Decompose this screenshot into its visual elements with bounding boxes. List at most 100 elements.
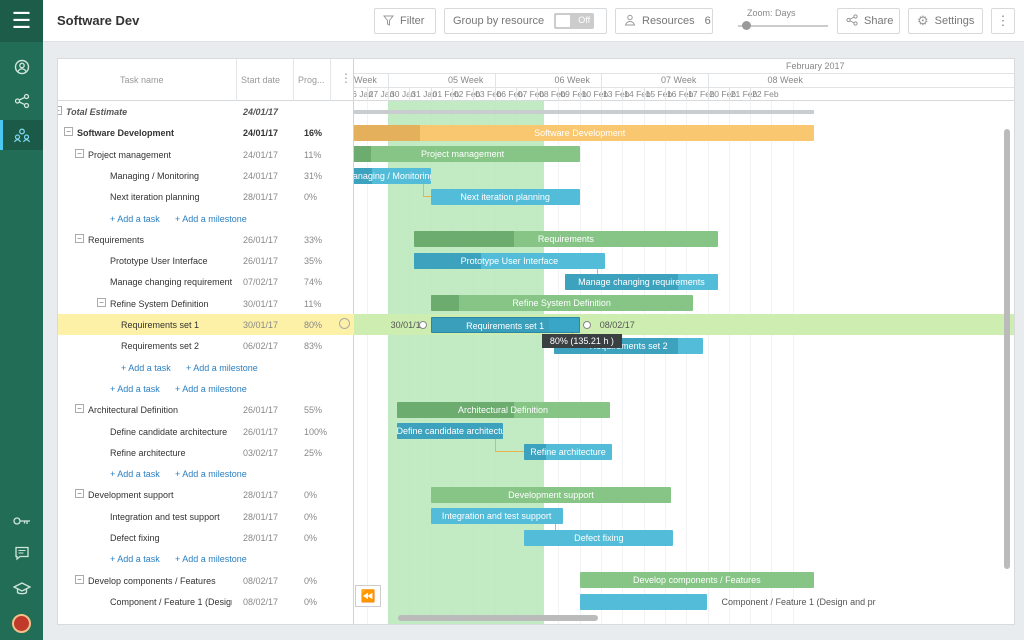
task-row[interactable]: Refine architecture 03/02/17 25%	[58, 442, 354, 463]
bar-progress[interactable]	[413, 231, 515, 248]
task-row[interactable]: −Total Estimate 24/01/17	[58, 101, 354, 122]
task-name[interactable]: Define candidate architecture	[110, 426, 228, 437]
share-network-icon[interactable]	[0, 86, 43, 116]
task-name[interactable]: Integration and test support	[110, 511, 220, 522]
task-name[interactable]: Prototype User Interface	[110, 256, 208, 267]
task-bar[interactable]: Defect fixing	[524, 529, 674, 546]
bar-progress[interactable]	[524, 444, 547, 461]
add-row[interactable]: + Add a task + Add a milestone	[58, 378, 354, 399]
add-milestone-link[interactable]: + Add a milestone	[175, 383, 247, 394]
task-bar[interactable]: Requirements	[413, 231, 719, 248]
collapse-toggle[interactable]: −	[75, 574, 84, 584]
bar-progress[interactable]	[354, 167, 372, 184]
add-task-link[interactable]: + Add a task	[110, 469, 160, 480]
task-bar[interactable]: Define candidate architecture	[396, 423, 504, 440]
add-milestone-link[interactable]: + Add a milestone	[175, 554, 247, 565]
task-name[interactable]: Development support	[88, 490, 174, 501]
task-bar[interactable]: Manage changing requirements	[564, 274, 719, 290]
collapse-toggle[interactable]: −	[75, 489, 84, 499]
scroll-back-button[interactable]: ⏪	[355, 585, 381, 607]
task-row[interactable]: Managing / Monitoring 24/01/17 31%	[58, 165, 354, 186]
zoom-thumb[interactable]	[742, 21, 751, 30]
task-bar[interactable]: Develop components / Features	[579, 572, 814, 589]
bar-progress[interactable]	[354, 124, 421, 141]
task-bar[interactable]: Architectural Definition	[396, 401, 610, 418]
key-icon[interactable]	[0, 506, 43, 536]
add-row[interactable]: + Add a task + Add a milestone	[58, 548, 354, 569]
task-row[interactable]: − Development support 28/01/17 0%	[58, 484, 354, 505]
group-toggle[interactable]: Off	[554, 13, 595, 29]
collapse-toggle[interactable]: −	[75, 233, 84, 243]
link-start-handle[interactable]	[418, 320, 427, 329]
dependency-link[interactable]	[495, 439, 525, 453]
add-task-link[interactable]: + Add a task	[121, 362, 171, 373]
settings-button[interactable]: ⚙ Settings	[908, 8, 983, 34]
graduation-cap-icon[interactable]	[0, 574, 43, 604]
account-icon[interactable]	[0, 52, 43, 82]
bar-progress[interactable]	[413, 252, 481, 269]
team-icon[interactable]	[0, 120, 43, 150]
dependency-link[interactable]	[422, 183, 431, 197]
task-name[interactable]: Project management	[88, 149, 172, 160]
add-milestone-link[interactable]: + Add a milestone	[175, 469, 247, 480]
collapse-toggle[interactable]: −	[97, 297, 106, 307]
task-bar[interactable]: Requirements set 1	[430, 316, 580, 333]
col-progress[interactable]: Prog...	[298, 75, 325, 85]
task-name[interactable]: Defect fixing	[110, 533, 160, 543]
task-name[interactable]: Managing / Monitoring	[110, 170, 200, 181]
task-row[interactable]: Requirements set 1 30/01/17 80%	[58, 314, 354, 336]
task-name[interactable]: Develop components / Features	[88, 575, 216, 586]
task-row[interactable]: Component / Feature 1 (Design and pr 08/0…	[58, 591, 354, 612]
assign-resource-icon[interactable]	[339, 318, 350, 329]
collapse-toggle[interactable]: −	[64, 127, 73, 137]
bar-progress[interactable]	[396, 423, 504, 440]
share-button[interactable]: Share	[837, 8, 900, 34]
task-bar[interactable]: Software Development	[354, 124, 814, 141]
task-name[interactable]: Total Estimate	[66, 107, 128, 117]
add-row[interactable]: + Add a task + Add a milestone	[58, 357, 354, 378]
task-row[interactable]: − Software Development 24/01/17 16%	[58, 122, 354, 143]
summary-bar[interactable]	[354, 109, 814, 114]
horizontal-scrollbar[interactable]	[398, 615, 598, 621]
task-row[interactable]: Prototype User Interface 26/01/17 35%	[58, 250, 354, 271]
link-end-handle[interactable]	[582, 320, 591, 329]
chat-icon[interactable]	[0, 538, 43, 568]
zoom-slider[interactable]: Zoom: Days	[738, 6, 828, 36]
task-row[interactable]: Defect fixing 28/01/17 0%	[58, 527, 354, 548]
add-task-link[interactable]: + Add a task	[110, 383, 160, 394]
vertical-scrollbar[interactable]	[1004, 129, 1010, 569]
resources-button[interactable]: Resources 6	[615, 8, 713, 34]
task-row[interactable]: Manage changing requirements 07/02/17 74%	[58, 271, 354, 292]
task-bar[interactable]	[579, 593, 708, 610]
task-bar[interactable]: Refine System Definition	[430, 295, 693, 312]
bar-progress[interactable]	[564, 274, 679, 290]
add-row[interactable]: + Add a task + Add a milestone	[58, 463, 354, 484]
collapse-toggle[interactable]: −	[58, 106, 62, 115]
add-milestone-link[interactable]: + Add a milestone	[186, 362, 258, 373]
timeline-body[interactable]: Software Development Project management Ma…	[354, 101, 1014, 624]
task-name[interactable]: Refine System Definition	[110, 298, 209, 309]
grid-menu-icon[interactable]: ⋮	[340, 71, 352, 85]
task-row[interactable]: Integration and test support 28/01/17 0%	[58, 506, 354, 527]
task-bar[interactable]: Integration and test support	[430, 508, 563, 525]
bar-progress[interactable]	[431, 317, 550, 332]
task-name[interactable]: Next iteration planning	[110, 192, 200, 203]
task-row[interactable]: − Project management 24/01/17 11%	[58, 144, 354, 165]
task-name[interactable]: Component / Feature 1 (Design and pr	[110, 596, 232, 607]
col-start-date[interactable]: Start date	[241, 75, 281, 85]
task-name[interactable]: Software Development	[77, 128, 175, 139]
task-bar[interactable]: Project management	[354, 146, 580, 163]
bar-progress[interactable]	[396, 401, 514, 418]
task-bar[interactable]: Managing / Monitoring	[354, 167, 431, 184]
task-name[interactable]: Architectural Definition	[88, 405, 179, 416]
menu-icon[interactable]: ☰	[0, 0, 43, 42]
add-milestone-link[interactable]: + Add a milestone	[175, 213, 247, 224]
add-task-link[interactable]: + Add a task	[110, 213, 160, 224]
add-row[interactable]: + Add a task + Add a milestone	[58, 208, 354, 229]
task-name[interactable]: Requirements set 2	[121, 341, 200, 352]
task-row[interactable]: − Requirements 26/01/17 33%	[58, 229, 354, 250]
task-bar[interactable]: Next iteration planning	[430, 188, 580, 205]
task-row[interactable]: − Develop components / Features 08/02/17 0%	[58, 570, 354, 591]
collapse-toggle[interactable]: −	[75, 148, 84, 158]
task-name[interactable]: Manage changing requirements	[110, 277, 232, 288]
